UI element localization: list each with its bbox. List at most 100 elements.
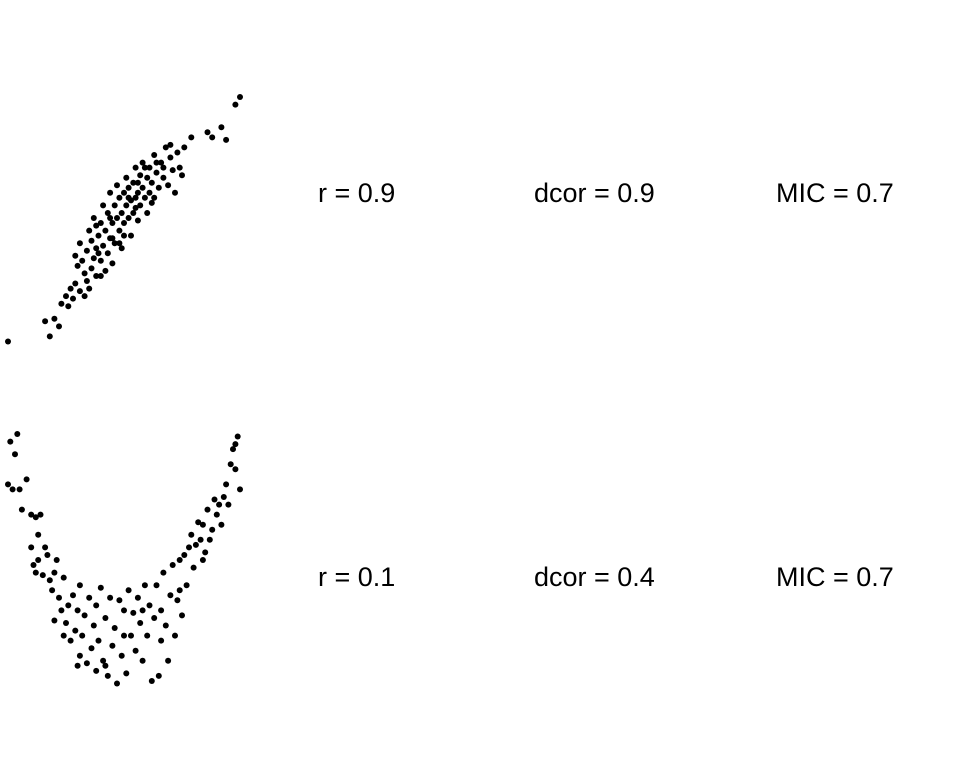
scatter-point — [169, 562, 176, 568]
scatter-point — [155, 672, 162, 679]
scatter-point — [223, 481, 230, 488]
scatter-point — [81, 293, 88, 300]
scatter-point — [104, 250, 111, 257]
scatter-point — [97, 273, 104, 279]
scatter-point — [158, 159, 165, 166]
scatter-point — [100, 242, 107, 249]
scatter-point — [179, 612, 185, 619]
scatter-point — [86, 227, 93, 234]
scatter-point — [181, 144, 188, 151]
scatter-point — [114, 182, 120, 189]
scatter-point — [5, 338, 11, 345]
scatter-plot-linear — [4, 88, 244, 348]
scatter-point — [227, 461, 234, 468]
scatter-point — [51, 315, 58, 322]
scatter-point — [51, 617, 58, 624]
mic-label-row-2: MIC = 0.7 — [776, 562, 894, 592]
scatter-point — [53, 557, 60, 563]
scatter-point — [230, 446, 236, 453]
scatter-point — [125, 587, 132, 594]
scatter-point — [72, 252, 79, 259]
scatter-point — [74, 607, 81, 614]
scatter-point — [128, 632, 134, 639]
scatter-point — [162, 622, 169, 629]
scatter-point — [160, 164, 167, 171]
scatter-plot-quadratic — [4, 430, 244, 690]
scatter-point — [134, 179, 141, 186]
scatter-point — [132, 647, 139, 654]
scatter-point — [153, 169, 160, 176]
scatter-point — [102, 615, 109, 621]
scatter-point — [172, 189, 178, 196]
scatter-point — [134, 189, 141, 196]
scatter-point — [204, 129, 211, 136]
scatter-point — [65, 303, 72, 310]
scatter-point — [109, 220, 116, 226]
scatter-point — [79, 257, 86, 264]
scatter-point — [93, 602, 100, 609]
scatter-point — [134, 594, 141, 601]
scatter-point — [199, 521, 206, 528]
scatter-point — [199, 557, 206, 563]
scatter-point — [93, 667, 100, 674]
scatter-point — [206, 536, 213, 543]
scatter-point — [97, 584, 104, 591]
scatter-point — [151, 194, 158, 201]
scatter-point — [90, 622, 97, 629]
scatter-point — [169, 167, 176, 174]
scatter-point — [223, 136, 230, 143]
scatter-point — [88, 645, 95, 652]
scatter-point — [111, 625, 118, 631]
scatter-point — [32, 569, 39, 576]
scatter-point — [111, 202, 118, 209]
scatter-point — [158, 607, 165, 614]
scatter-point — [100, 657, 107, 664]
scatter-point — [121, 220, 127, 226]
scatter-point — [174, 597, 181, 604]
scatter-point — [116, 194, 123, 201]
scatter-point — [118, 652, 125, 659]
distance-correlation-label-row-1: dcor = 0.9 — [534, 178, 655, 208]
scatter-point — [109, 235, 116, 242]
scatter-point — [18, 506, 25, 513]
scatter-point — [121, 232, 127, 239]
scatter-point — [144, 174, 151, 181]
scatter-point — [114, 215, 120, 221]
scatter-point — [237, 486, 243, 493]
scatter-point — [218, 124, 225, 131]
scatter-point — [181, 552, 188, 558]
scatter-point — [144, 632, 151, 639]
scatter-point — [209, 526, 216, 533]
scatter-point — [102, 267, 109, 274]
scatter-point — [88, 237, 95, 244]
scatter-point — [153, 582, 160, 589]
scatter-point — [83, 247, 90, 254]
scatter-point — [137, 620, 144, 626]
scatter-point — [95, 637, 102, 644]
scatter-point — [232, 466, 239, 473]
scatter-point — [58, 607, 65, 614]
scatter-point — [23, 476, 30, 483]
scatter-point — [213, 511, 220, 518]
scatter-point — [76, 652, 83, 659]
scatter-point — [93, 273, 100, 279]
scatter-point — [209, 134, 216, 141]
scatter-point — [51, 569, 58, 576]
scatter-point — [146, 164, 153, 171]
scatter-point — [74, 262, 81, 269]
scatter-point — [232, 101, 239, 108]
scatter-point — [211, 496, 218, 503]
scatter-point — [63, 620, 69, 626]
scatter-point — [35, 557, 42, 563]
scatter-point — [49, 587, 56, 594]
scatter-point — [102, 662, 109, 669]
scatter-point — [83, 660, 90, 667]
scatter-point — [192, 541, 199, 548]
scatter-point — [137, 202, 144, 209]
scatter-point — [232, 441, 239, 448]
scatter-point — [125, 184, 132, 191]
scatter-point — [216, 501, 223, 508]
scatter-point — [160, 174, 167, 181]
scatter-point — [28, 544, 35, 551]
scatter-point — [93, 222, 100, 229]
